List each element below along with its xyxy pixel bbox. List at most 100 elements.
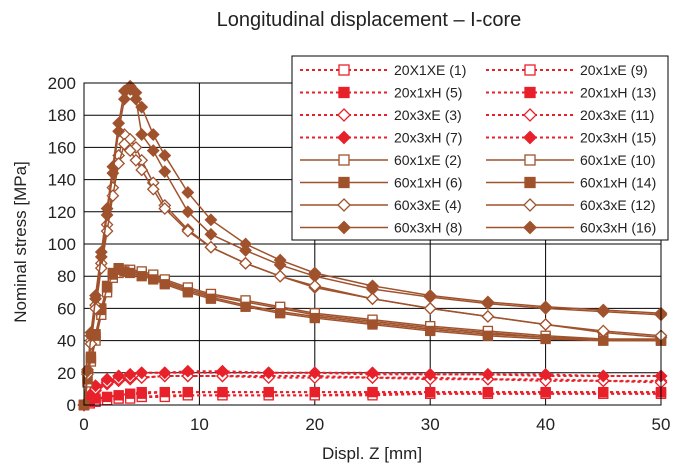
data-point	[263, 386, 274, 398]
data-point	[481, 295, 495, 309]
data-point	[482, 386, 494, 398]
data-point	[540, 333, 551, 345]
legend-label: 60x1xE (10)	[580, 152, 655, 168]
data-point	[181, 364, 195, 378]
y-tick-label: 120	[48, 203, 76, 222]
series-20x3xh-15	[77, 364, 668, 412]
data-point	[337, 220, 351, 235]
y-tick-label: 80	[57, 267, 76, 286]
data-point	[425, 386, 436, 398]
data-point	[123, 144, 137, 158]
data-point	[146, 128, 160, 141]
legend-label: 60x3xH (16)	[580, 220, 656, 236]
data-point	[159, 386, 170, 398]
data-point	[158, 366, 172, 380]
data-point	[159, 279, 170, 290]
legend-entry: 20x1xE (9)	[486, 62, 648, 78]
data-point	[181, 205, 195, 219]
data-point	[239, 244, 252, 257]
data-point	[523, 130, 537, 145]
data-point	[423, 289, 437, 302]
y-tick-label: 20	[57, 364, 76, 383]
data-point	[112, 124, 126, 138]
legend-entry: 20X1XE (1)	[300, 62, 466, 78]
data-point	[135, 366, 149, 380]
data-point	[308, 266, 322, 280]
data-point	[135, 100, 149, 114]
data-point	[94, 261, 108, 275]
data-point	[523, 220, 537, 235]
chart-title: Longitudinal displacement – I-core	[217, 9, 522, 31]
data-point	[367, 386, 378, 398]
data-point	[158, 202, 172, 215]
data-point	[100, 372, 114, 386]
legend-label: 60x3xH (8)	[394, 220, 462, 236]
data-point	[204, 227, 218, 241]
data-point	[596, 369, 610, 383]
data-point	[84, 337, 98, 351]
tick-labels: 0 10 20 30 40 50 0 20 40 60 80 100 120 140 160 180 200	[48, 74, 671, 434]
legend-label: 20x1xH (5)	[394, 85, 462, 101]
data-point	[182, 386, 194, 398]
legend-entry: 60x1xE (10)	[486, 152, 655, 168]
data-point	[84, 329, 98, 343]
series-60x3xe-12	[77, 137, 668, 412]
y-tick-label: 180	[48, 106, 76, 125]
legend-entry: 20x3xH (7)	[300, 130, 462, 146]
data-point	[338, 64, 350, 76]
data-point	[125, 267, 136, 279]
data-point	[275, 308, 286, 319]
series-line	[83, 392, 661, 406]
legend-entry: 20x3xH (15)	[486, 130, 656, 146]
y-axis-label: Nominal stress [MPa]	[11, 161, 30, 323]
data-point	[524, 154, 536, 166]
data-point	[94, 250, 108, 264]
legend-label: 60x1xH (14)	[580, 175, 656, 191]
legend-box	[291, 55, 669, 241]
data-point	[239, 237, 252, 251]
data-point	[598, 386, 609, 398]
data-point	[89, 292, 102, 306]
legend-entry: 20x1xH (13)	[486, 85, 656, 101]
data-point	[239, 256, 252, 270]
legend-entry: 60x3xH (8)	[300, 220, 462, 236]
data-point	[262, 366, 276, 380]
data-point	[539, 367, 553, 381]
data-point	[481, 367, 495, 381]
legend-label: 20X1XE (1)	[394, 62, 466, 78]
data-point	[240, 301, 251, 312]
data-point	[273, 253, 287, 267]
data-point	[540, 386, 551, 398]
data-point	[539, 374, 553, 388]
legend-label: 60x3xE (12)	[580, 197, 655, 213]
data-point	[181, 224, 195, 238]
data-point	[367, 319, 378, 330]
series-line	[83, 375, 661, 406]
data-point	[524, 176, 536, 189]
data-point	[425, 325, 436, 337]
series-60x1xh-14	[78, 264, 667, 411]
y-tick-label: 160	[48, 138, 76, 157]
series-line	[83, 370, 661, 406]
data-point	[366, 292, 379, 306]
data-point	[539, 300, 553, 314]
legend-entry: 60x1xH (14)	[486, 175, 656, 191]
x-tick-label: 30	[421, 415, 440, 434]
legend-entry: 60x3xE (12)	[486, 197, 655, 213]
data-point	[181, 186, 195, 199]
y-tick-label: 100	[48, 235, 76, 254]
data-point	[523, 108, 537, 122]
y-tick-label: 200	[48, 74, 76, 93]
data-point	[366, 366, 379, 380]
data-point	[136, 271, 147, 282]
legend-label: 60x3xE (4)	[394, 197, 462, 213]
data-point	[135, 128, 149, 141]
data-point	[273, 269, 287, 283]
data-point	[481, 310, 495, 323]
data-point	[338, 86, 350, 99]
legend-label: 20x1xE (9)	[580, 62, 648, 78]
legend-entry: 60x3xE (4)	[300, 197, 462, 213]
legend-entry: 60x1xE (2)	[300, 152, 462, 168]
data-point	[338, 154, 350, 166]
y-tick-label: 60	[57, 299, 76, 318]
